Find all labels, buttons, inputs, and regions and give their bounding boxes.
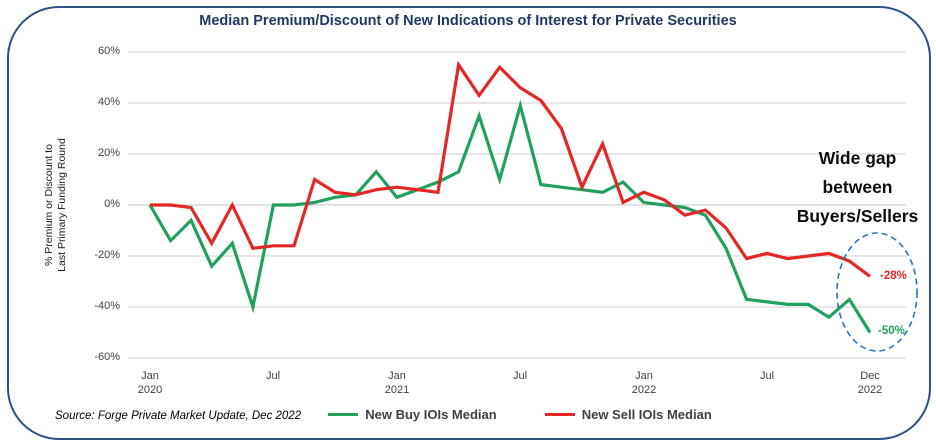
- y-tick-0: 0%: [104, 198, 120, 210]
- sell-legend-label: New Sell IOIs Median: [581, 407, 712, 422]
- x-tick-jan-2020: Jan 2020: [137, 370, 163, 396]
- y-tick-neg20: -20%: [94, 249, 120, 261]
- source-note: Source: Forge Private Market Update, Dec…: [55, 410, 302, 422]
- buy-series-line: [148, 99, 872, 334]
- chart-title: Median Premium/Discount of New Indicatio…: [199, 13, 737, 29]
- x-tick-jan-2022: Jan 2022: [631, 370, 657, 396]
- buy-line-swatch: [328, 412, 359, 417]
- wide-gap-annotation: Wide gap between Buyers/Sellers: [796, 148, 919, 226]
- gap-highlight-ellipse: [836, 232, 918, 352]
- sell-end-value-label: -28%: [880, 270, 907, 282]
- x-tick-dec-2022: Dec 2022: [857, 370, 883, 396]
- x-tick-jul-2022: Jul: [759, 370, 775, 382]
- y-tick-60: 60%: [97, 45, 120, 57]
- sell-line-swatch: [544, 412, 575, 417]
- legend-item-buy: New Buy IOIs Median: [328, 407, 497, 422]
- y-tick-40: 40%: [97, 96, 120, 108]
- buy-end-value-label: -50%: [878, 325, 905, 337]
- y-tick-neg40: -40%: [94, 300, 120, 312]
- y-tick-20: 20%: [97, 147, 120, 159]
- y-axis-title: % Premium or Discount to Last Primary Fu…: [43, 138, 68, 272]
- y-tick-neg60: -60%: [94, 351, 120, 363]
- x-tick-jul-2021: Jul: [512, 370, 528, 382]
- buy-legend-label: New Buy IOIs Median: [365, 407, 497, 422]
- chart-legend: New Buy IOIs Median New Sell IOIs Median: [104, 407, 936, 422]
- x-tick-jan-2021: Jan 2021: [384, 370, 410, 396]
- sell-series-line: [150, 60, 871, 278]
- x-tick-jul-2020: Jul: [265, 370, 281, 382]
- legend-item-sell: New Sell IOIs Median: [544, 407, 712, 422]
